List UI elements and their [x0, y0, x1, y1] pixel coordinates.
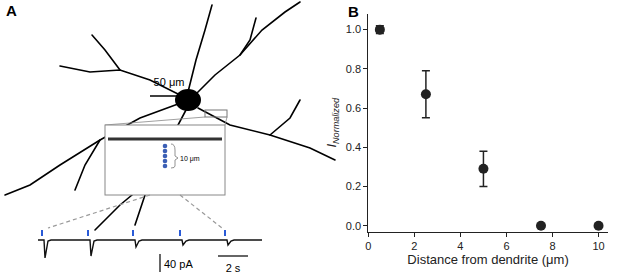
svg-text:A: A [6, 2, 17, 19]
svg-text:2 s: 2 s [226, 262, 241, 274]
svg-text:Distance from dendrite (μm): Distance from dendrite (μm) [407, 252, 568, 267]
svg-text:50 μm: 50 μm [154, 76, 185, 88]
svg-text:2: 2 [411, 240, 417, 252]
svg-text:1.0: 1.0 [346, 23, 361, 35]
svg-text:0.2: 0.2 [346, 180, 361, 192]
svg-text:10: 10 [592, 240, 604, 252]
svg-text:8: 8 [549, 240, 555, 252]
svg-text:I​Normalized​: I​Normalized​ [324, 97, 341, 148]
svg-text:4: 4 [457, 240, 463, 252]
svg-text:40 pA: 40 pA [164, 258, 193, 270]
svg-text:0.4: 0.4 [346, 141, 361, 153]
svg-text:6: 6 [503, 240, 509, 252]
svg-text:10 μm: 10 μm [180, 155, 200, 163]
svg-text:0.8: 0.8 [346, 63, 361, 75]
svg-text:0.6: 0.6 [346, 102, 361, 114]
svg-text:B: B [348, 3, 359, 20]
svg-text:0: 0 [365, 240, 371, 252]
svg-text:0.0: 0.0 [346, 220, 361, 232]
